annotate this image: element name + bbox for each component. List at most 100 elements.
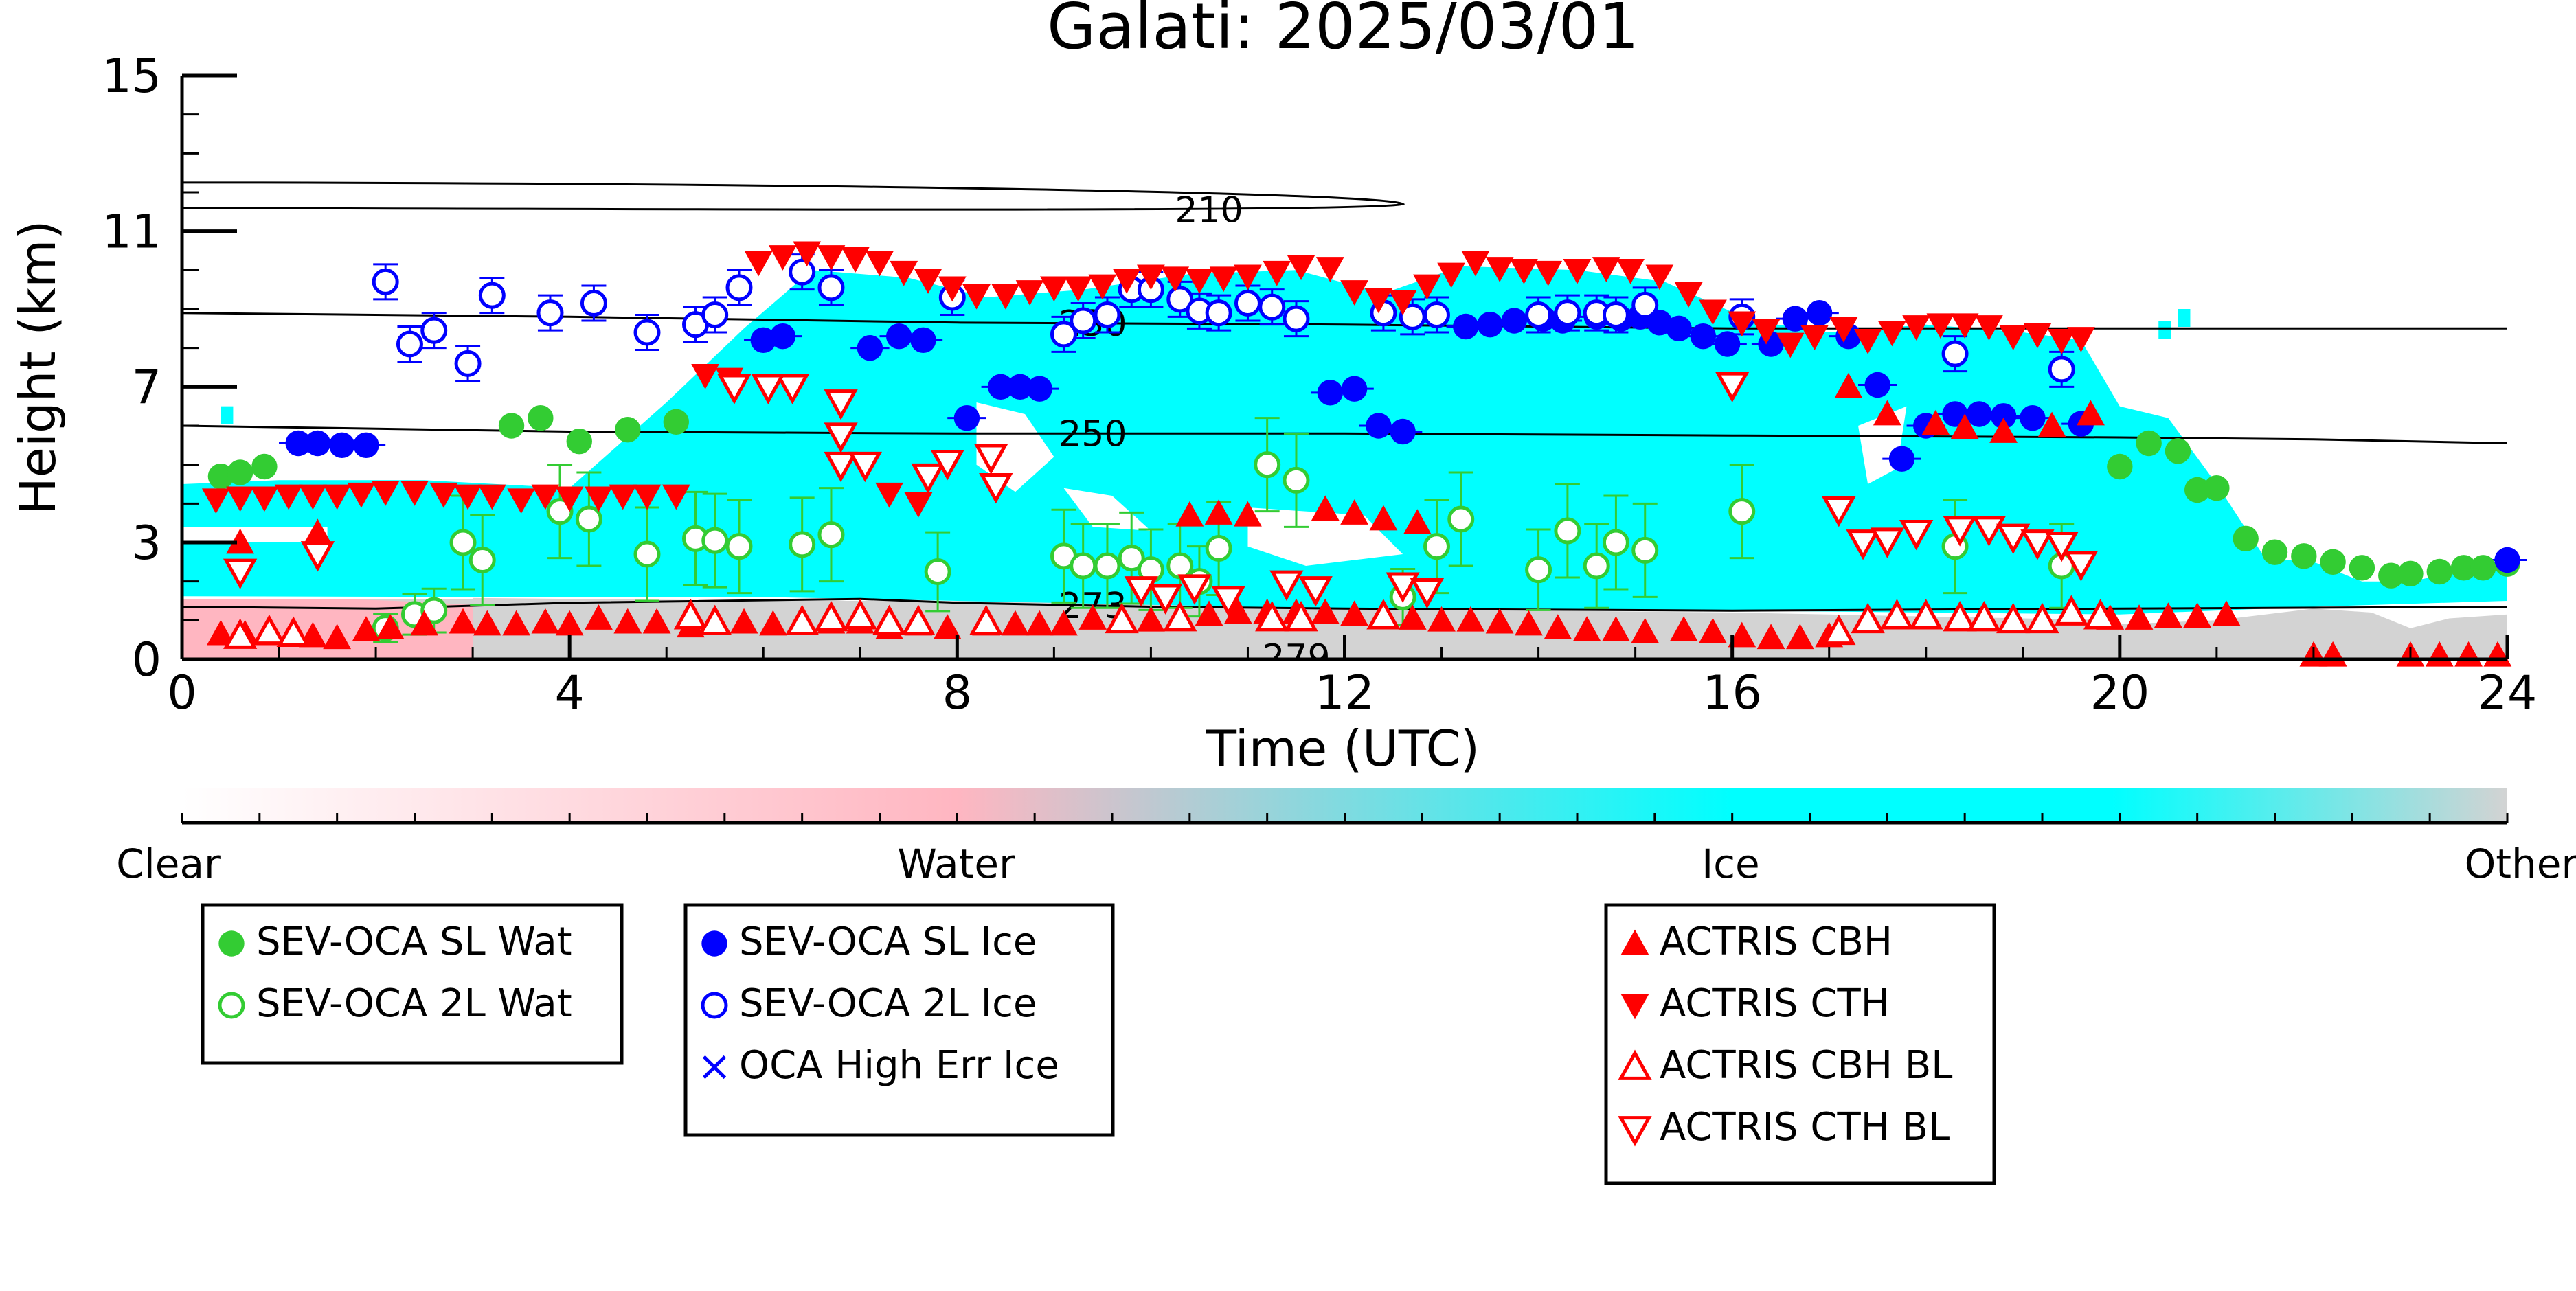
series-actris-cth-point (250, 486, 279, 512)
legend-label: ACTRIS CBH (1660, 919, 1893, 964)
series-sev-oca-2l-ice-point (478, 282, 506, 309)
series-sev-oca-sl-ice-point (304, 430, 331, 457)
y-tick-label: 7 (132, 361, 161, 415)
series-sev-oca-sl-wat-point (528, 404, 554, 431)
series-actris-cbh-point (2037, 411, 2066, 437)
series-actris-cbh-bl-point (1366, 599, 1401, 630)
series-sev-oca-2l-ice-point (1094, 301, 1121, 328)
series-actris-cth-point (1674, 282, 1703, 308)
series-sev-oca-sl-ice-point (1647, 310, 1673, 336)
series-actris-cbh-point (1728, 621, 1756, 648)
series-actris-cth-point (1975, 315, 2003, 341)
series-actris-cbh-bl-point (872, 604, 907, 635)
series-actris-cth-point (2047, 329, 2076, 354)
series-actris-cbh-point (1989, 418, 2018, 443)
series-sev-oca-2l-ice-point (1525, 301, 1552, 328)
series-actris-cth-point (817, 245, 846, 271)
series-actris-cbh-point (758, 610, 787, 636)
series-actris-cth-bl-point (2064, 551, 2099, 582)
isotherm-label: 210 (1175, 190, 1243, 231)
series-actris-cth-bl-point (300, 541, 335, 572)
series-actris-cbh-point (2154, 602, 2182, 628)
series-actris-cth-bl-point (848, 451, 882, 483)
series-actris-cth-bl-point (1943, 516, 1977, 547)
series-actris-cbh-point (1369, 505, 1398, 531)
series-sev-oca-2l-wat-point (1631, 536, 1659, 564)
axes: 0 4 8 12 16 20 24 0 3 7 11 15 (102, 49, 2537, 720)
colorbar-label: Clear (116, 841, 221, 887)
series-actris-cth-point (1645, 264, 1674, 290)
series-actris-cth-point (1534, 260, 1563, 286)
series-sev-oca-sl-ice-point (1714, 331, 1741, 357)
legend-label: SEV-OCA 2L Wat (256, 981, 572, 1026)
series-actris-cth-bl-point (1386, 572, 1420, 603)
series-actris-cbh-point (1340, 600, 1369, 626)
series-actris-cth-point (1728, 311, 1756, 337)
series-actris-cth-point (477, 484, 506, 510)
series-actris-cth-bl-point (1715, 372, 1750, 403)
chart-title: Galati: 2025/03/01 (1047, 0, 1639, 63)
series-actris-cth-bl-point (2044, 532, 2079, 562)
series-sev-oca-2l-ice-point (1205, 299, 1232, 327)
series-actris-cbh-point (1602, 616, 1630, 641)
series-actris-cth-point (1161, 266, 1190, 293)
series-sev-oca-sl-ice-point (886, 323, 912, 350)
legend-marker (218, 930, 245, 957)
x-tick-label: 4 (555, 666, 585, 720)
series-sev-oca-2l-ice-point (372, 268, 399, 295)
series-sev-oca-2l-wat-point (575, 505, 602, 533)
series-sev-oca-2l-wat-point (1583, 552, 1610, 580)
x-tick-label: 16 (1702, 666, 1762, 720)
series-actris-cth-point (938, 276, 967, 302)
legend-label: ACTRIS CBH BL (1660, 1043, 1952, 1088)
series-sev-oca-sl-ice-point (353, 432, 379, 459)
series-actris-cth-bl-point (1148, 584, 1183, 615)
series-sev-oca-sl-ice-point (988, 374, 1014, 400)
x-axis-label: Time (UTC) (1206, 720, 1480, 777)
series-sev-oca-sl-wat-point (2233, 525, 2259, 552)
series-actris-cbh-point (2212, 600, 2241, 626)
series-sev-oca-2l-ice-point (725, 274, 753, 301)
series-sev-oca-sl-ice-point (857, 334, 883, 361)
series-actris-cth-point (531, 484, 560, 510)
series-sev-oca-2l-wat-point (924, 558, 951, 585)
series-actris-cth-point (2023, 323, 2052, 349)
x-tick-label: 24 (2478, 666, 2538, 720)
series-sev-oca-sl-ice-point (1390, 418, 1416, 445)
series-sev-oca-2l-ice-point (1941, 340, 1969, 367)
series-sev-oca-2l-wat-point (1118, 545, 1145, 572)
x-tick-label: 12 (1315, 666, 1375, 720)
series-actris-cth-point (914, 269, 942, 294)
series-actris-cth-bl-point (1846, 529, 1880, 560)
series-actris-cbh-bl-point (1255, 600, 1289, 632)
series-actris-cth-point (555, 486, 584, 512)
series-sev-oca-sl-ice-point (1366, 413, 1392, 439)
series-sev-oca-sl-wat-point (251, 453, 278, 480)
series-actris-cth-point (1461, 251, 1490, 277)
series-actris-cth-bl-point (974, 444, 1008, 475)
ice-speck (221, 406, 234, 424)
legend-marker (1618, 1049, 1652, 1080)
legend: SEV-OCA SL Wat SEV-OCA 2L Wat SEV-OCA SL I… (201, 903, 1996, 1185)
series-sev-oca-sl-wat-point (227, 459, 253, 485)
series-actris-cth-point (962, 284, 991, 310)
series-actris-cth-point (1185, 269, 1214, 294)
series-sev-oca-sl-wat-point (2261, 539, 2288, 565)
series-sev-oca-sl-ice-point (1888, 446, 1915, 472)
series-actris-cth-point (371, 481, 400, 506)
series-actris-cbh-point (1785, 624, 1814, 650)
series-actris-cbh-point (1050, 610, 1078, 636)
series-actris-cth-bl-point (1870, 527, 1904, 558)
series-actris-cth-bl-point (824, 389, 858, 420)
series-actris-cbh-point (1485, 608, 1514, 634)
series-actris-cth-point (633, 484, 662, 510)
series-actris-cth-point (347, 482, 376, 508)
legend-marker (702, 1055, 727, 1079)
series-sev-oca-sl-ice-point (1990, 403, 2017, 429)
series-sev-oca-2l-wat-point (1602, 529, 1629, 556)
series-actris-cth-point (769, 245, 797, 271)
series-actris-cth-point (1950, 313, 1979, 339)
series-sev-oca-sl-wat-point (663, 409, 690, 435)
series-sev-oca-sl-ice-point (1501, 308, 1528, 334)
clear-gap (182, 596, 473, 599)
